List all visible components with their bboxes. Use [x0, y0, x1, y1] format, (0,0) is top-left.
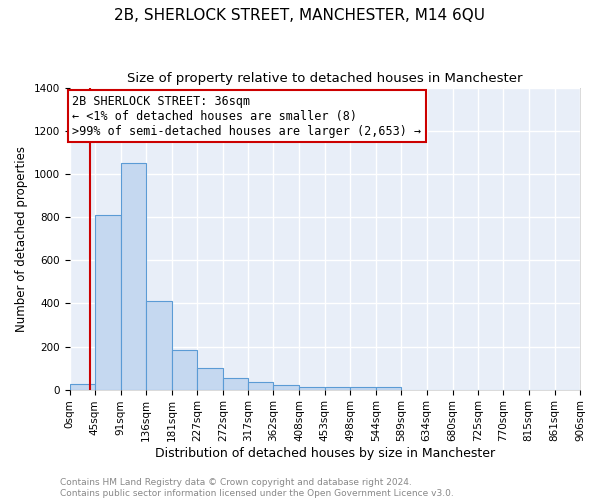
Bar [376, 387, 401, 390]
Bar [248, 382, 274, 390]
Bar [70, 384, 95, 390]
X-axis label: Distribution of detached houses by size in Manchester: Distribution of detached houses by size … [155, 447, 495, 460]
Bar [95, 215, 121, 390]
Bar [197, 368, 223, 390]
Y-axis label: Number of detached properties: Number of detached properties [15, 146, 28, 332]
Bar [299, 387, 325, 390]
Bar [350, 388, 376, 390]
Bar [223, 378, 248, 390]
Bar [146, 302, 172, 390]
Text: Contains HM Land Registry data © Crown copyright and database right 2024.
Contai: Contains HM Land Registry data © Crown c… [60, 478, 454, 498]
Bar [121, 164, 146, 390]
Bar [325, 388, 350, 390]
Bar [172, 350, 197, 390]
Bar [274, 386, 299, 390]
Text: 2B, SHERLOCK STREET, MANCHESTER, M14 6QU: 2B, SHERLOCK STREET, MANCHESTER, M14 6QU [115, 8, 485, 22]
Text: 2B SHERLOCK STREET: 36sqm
← <1% of detached houses are smaller (8)
>99% of semi-: 2B SHERLOCK STREET: 36sqm ← <1% of detac… [73, 94, 421, 138]
Title: Size of property relative to detached houses in Manchester: Size of property relative to detached ho… [127, 72, 523, 86]
